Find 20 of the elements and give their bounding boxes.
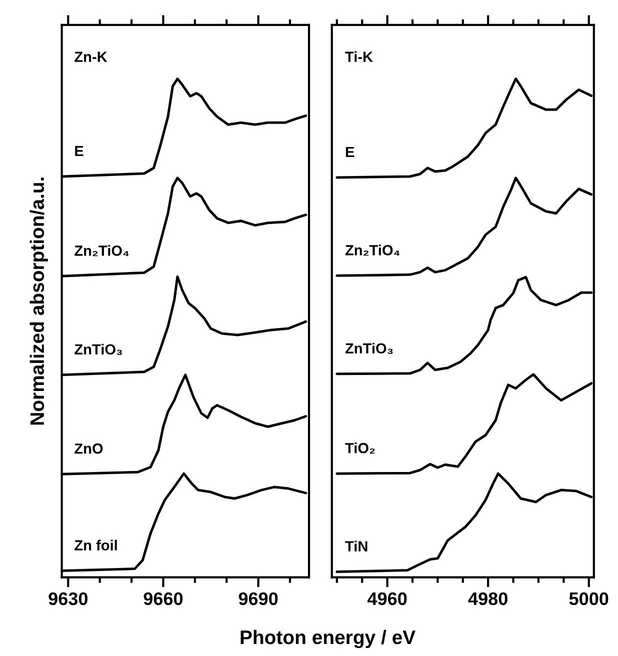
series-label: ZnO <box>74 443 103 454</box>
x-tick-label: 9660 <box>144 592 183 606</box>
series-label: TiN <box>345 540 368 552</box>
x-tick-label: 9690 <box>238 592 278 606</box>
x-tick-label: 4980 <box>468 592 508 606</box>
series-label: Zn foil <box>74 540 117 550</box>
x-tick-label: 5000 <box>569 592 608 606</box>
y-axis-title: Normalized absorption/a.u. <box>30 178 48 425</box>
series-label: TiO₂ <box>345 442 375 454</box>
x-axis-title: Photon energy / eV <box>240 630 416 648</box>
x-tick-label: 4960 <box>367 592 407 606</box>
text: Ti-K <box>345 51 373 62</box>
x-tick-label: 9630 <box>48 592 88 606</box>
series-label: ZnTiO₃ <box>345 342 393 354</box>
series-label: ZnTiO₃ <box>74 344 122 355</box>
series-label: E <box>75 146 84 156</box>
series-label: Zn₂TiO₄ <box>74 245 129 256</box>
series-label: Zn₂TiO₄ <box>345 244 400 256</box>
series-label: E <box>346 146 354 157</box>
text: Zn-K <box>74 52 108 62</box>
